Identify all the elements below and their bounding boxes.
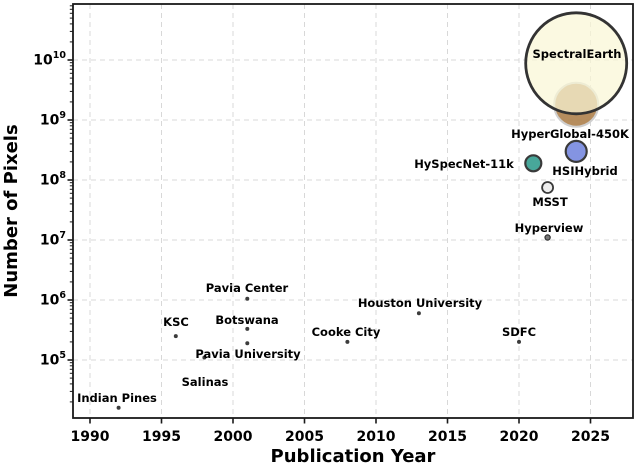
- label-cooke-city: Cooke City: [312, 325, 381, 339]
- label-pavia-university: Pavia University: [195, 347, 301, 361]
- data-point-indian-pines: [116, 405, 121, 410]
- data-point-houston-university: [416, 311, 421, 316]
- marker-layer: [116, 11, 629, 410]
- y-tick-label: 109: [40, 110, 66, 129]
- label-ksc: KSC: [163, 315, 189, 329]
- label-indian-pines: Indian Pines: [77, 391, 157, 405]
- label-salinas: Salinas: [182, 375, 229, 389]
- data-point-hsihybrid: [564, 139, 588, 163]
- data-point-pavia-center: [245, 296, 250, 301]
- axes-layer: 1990 1995 2000 2005 2010 2015 2020 2025 105 106 10…: [33, 3, 634, 445]
- label-houston-university: Houston University: [358, 296, 483, 310]
- x-tick-label: 1995: [142, 429, 181, 445]
- x-tick-label: 2010: [357, 429, 396, 445]
- label-hyspecnet-11k: HySpecNet-11k: [414, 157, 514, 171]
- x-tick-label: 1990: [71, 429, 110, 445]
- y-tick-label: 108: [40, 170, 66, 189]
- x-tick-label: 2000: [214, 429, 253, 445]
- data-point-hyperview: [544, 234, 551, 241]
- grid-layer: [73, 4, 633, 418]
- x-tick-label: 2025: [571, 429, 610, 445]
- data-point-sdfc: [517, 339, 522, 344]
- data-point-botswana: [245, 326, 250, 331]
- label-spectralearth: SpectralEarth: [533, 47, 622, 61]
- label-hyperview: Hyperview: [515, 221, 584, 235]
- data-point-cooke-city: [345, 339, 350, 344]
- x-tick-label: 2015: [428, 429, 467, 445]
- y-axis-title: Number of Pixels: [1, 124, 22, 297]
- x-axis-title: Publication Year: [271, 446, 436, 467]
- y-tick-label: 106: [40, 290, 66, 309]
- label-hyperglobal-450k: HyperGlobal-450K: [511, 127, 630, 141]
- label-botswana: Botswana: [215, 313, 278, 327]
- x-tick-label: 2005: [285, 429, 324, 445]
- data-point-hyspecnet-11k: [524, 154, 543, 173]
- data-point-msst: [541, 181, 554, 194]
- label-hsihybrid: HSIHybrid: [552, 164, 617, 178]
- y-tick-label: 1010: [33, 50, 66, 69]
- data-point-pavia-university: [245, 341, 250, 346]
- label-msst: MSST: [532, 195, 567, 209]
- label-pavia-center: Pavia Center: [206, 281, 289, 295]
- y-tick-label: 107: [40, 230, 66, 249]
- x-tick-label: 2020: [500, 429, 539, 445]
- y-tick-label: 105: [40, 350, 66, 369]
- data-point-salinas: [202, 355, 207, 360]
- data-point-ksc: [173, 334, 178, 339]
- data-point-spectralearth: [524, 11, 629, 116]
- annotation-layer: Indian Pines KSC Salinas Pavia Center Botswa…: [77, 47, 630, 405]
- label-sdfc: SDFC: [502, 325, 536, 339]
